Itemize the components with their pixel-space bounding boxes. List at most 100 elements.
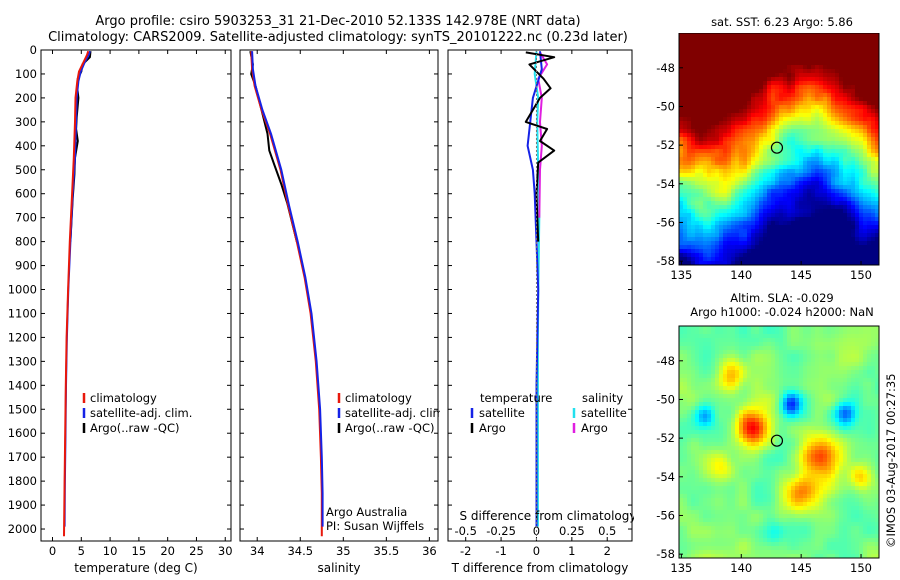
sla-cell [775,462,780,467]
sst-cell [687,225,692,230]
sst-cell [823,237,828,242]
sla-cell [815,466,820,471]
sst-cell [687,49,692,54]
sla-cell [679,338,684,343]
sla-cell [747,346,752,351]
sst-cell [747,89,752,94]
sst-cell [751,169,756,174]
sla-cell [831,370,836,375]
sst-cell [783,257,788,262]
sst-cell [719,161,724,166]
sst-cell [759,249,764,254]
sla-cell [811,338,816,343]
sla-cell [759,438,764,443]
sla-cell [755,386,760,391]
sst-cell [755,233,760,238]
y-tick-label: -54 [656,177,675,191]
sst-cell [691,189,696,194]
sla-cell [763,462,768,467]
sla-cell [851,370,856,375]
sst-cell [743,185,748,190]
sla-cell [719,434,724,439]
sla-cell [819,366,824,371]
sst-cell [703,197,708,202]
sla-cell [707,374,712,379]
sst-cell [779,133,784,138]
sst-cell [719,141,724,146]
sst-cell [743,77,748,82]
sst-cell [767,157,772,162]
sla-cell [739,334,744,339]
sla-cell [707,350,712,355]
sst-cell [743,141,748,146]
sla-cell [851,362,856,367]
sst-cell [851,217,856,222]
sst-cell [843,37,848,42]
sla-cell [727,346,732,351]
sst-cell [715,185,720,190]
sst-cell [735,57,740,62]
sst-cell [855,49,860,54]
sst-cell [867,69,872,74]
sla-cell [875,382,880,387]
sla-cell [803,330,808,335]
sst-cell [715,149,720,154]
sla-cell [819,398,824,403]
sst-cell [799,209,804,214]
sla-cell [747,374,752,379]
sst-cell [747,185,752,190]
sst-cell [707,177,712,182]
sla-cell [847,422,852,427]
sla-cell [871,378,876,383]
sst-cell [691,177,696,182]
sst-cell [683,165,688,170]
sst-cell [839,109,844,114]
sla-cell [875,406,880,411]
sst-cell [679,241,684,246]
sla-cell [703,442,708,447]
sla-cell [719,370,724,375]
sst-cell [843,113,848,118]
sst-cell [723,57,728,62]
sst-cell [731,205,736,210]
sst-cell [843,209,848,214]
sst-cell [719,109,724,114]
sst-cell [815,109,820,114]
sla-cell [791,366,796,371]
sla-cell [875,434,880,439]
sst-cell [815,93,820,98]
sla-cell [839,350,844,355]
sst-cell [771,185,776,190]
sla-cell [815,450,820,455]
sst-cell [847,33,852,38]
sst-cell [739,93,744,98]
sla-cell [851,406,856,411]
sst-cell [863,209,868,214]
sst-cell [815,73,820,78]
sst-cell [723,125,728,130]
sst-cell [863,193,868,198]
sst-cell [747,225,752,230]
sst-cell [831,173,836,178]
sst-field [679,33,880,266]
sla-cell [787,446,792,451]
sst-cell [775,237,780,242]
sla-cell [707,466,712,471]
sla-cell [683,434,688,439]
sst-cell [731,193,736,198]
sst-cell [831,57,836,62]
sla-cell [723,382,728,387]
sst-cell [859,209,864,214]
sla-cell [871,398,876,403]
sst-cell [791,133,796,138]
sst-cell [791,33,796,38]
sst-cell [819,225,824,230]
sst-cell [783,77,788,82]
sst-cell [871,125,876,130]
sst-cell [851,225,856,230]
sst-cell [691,37,696,42]
y-tick-label: 300 [15,115,37,129]
sla-cell [775,430,780,435]
sst-cell [731,261,736,266]
sla-cell [699,406,704,411]
